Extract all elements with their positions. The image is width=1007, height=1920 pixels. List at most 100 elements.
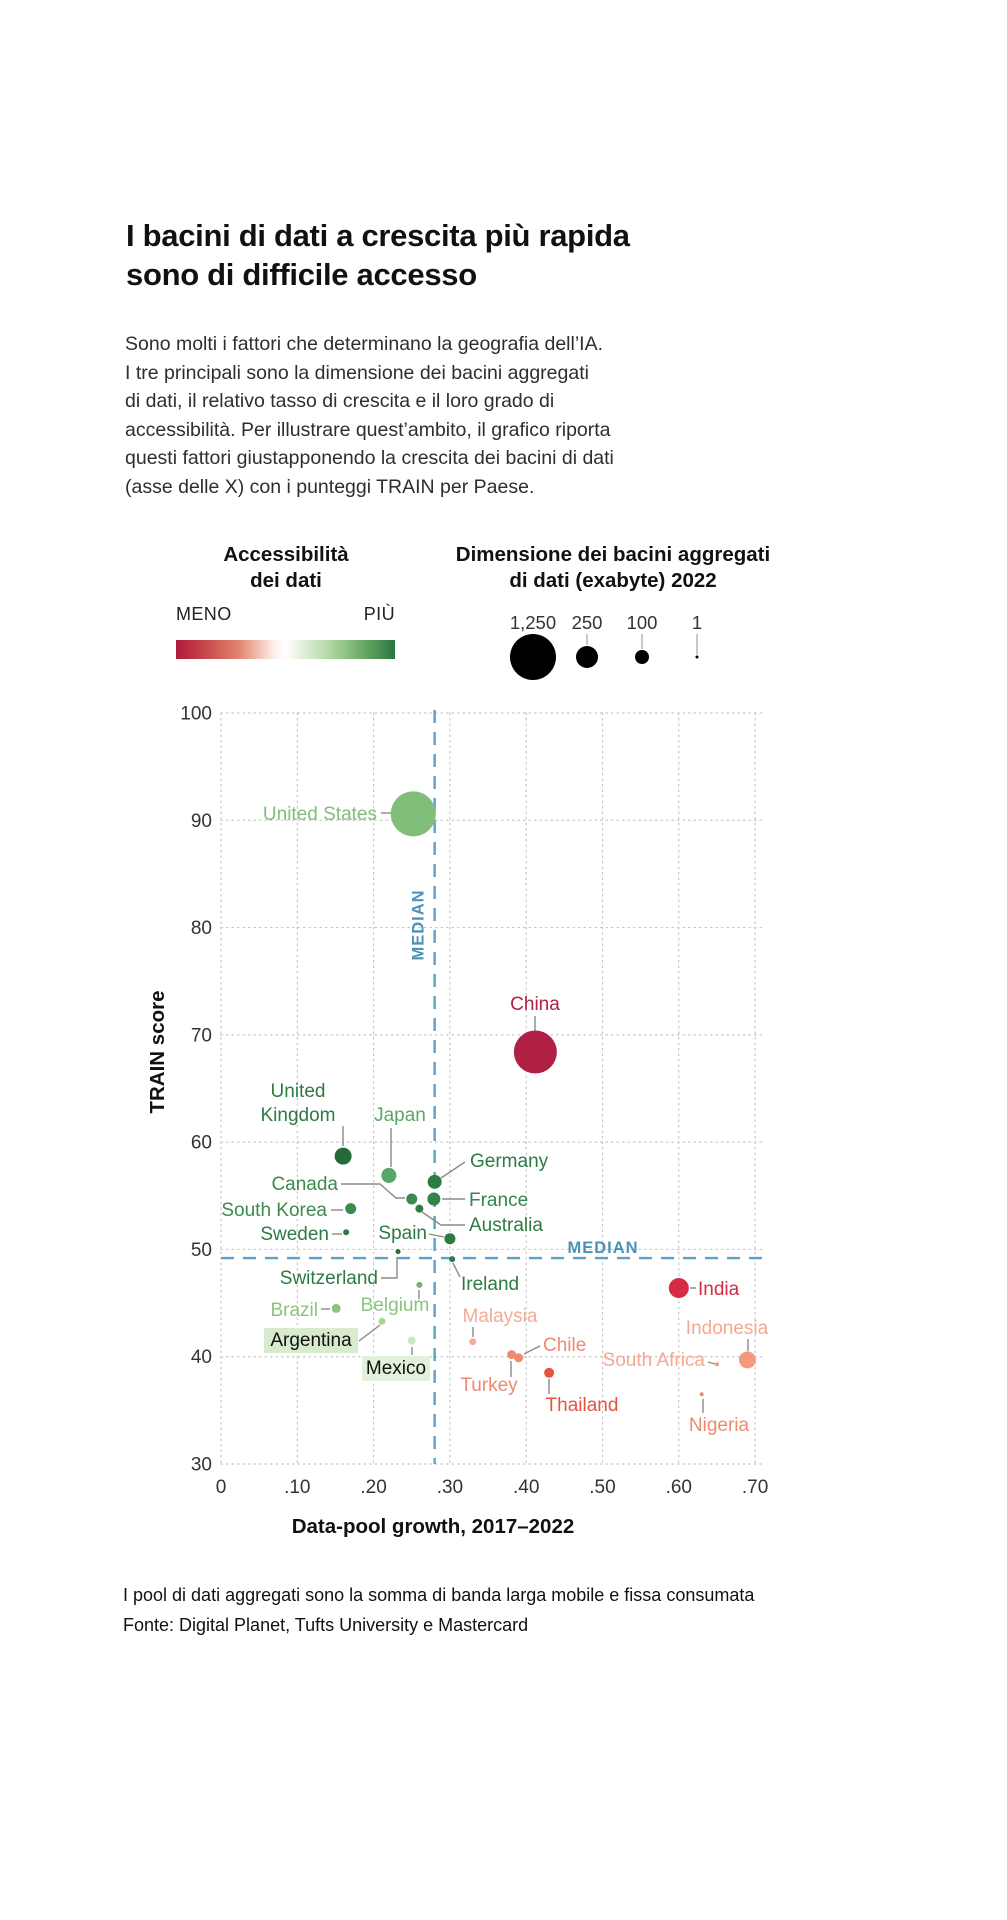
accessibility-scale-labels: MENO PIÙ — [176, 604, 395, 625]
y-tick-label: 40 — [191, 1347, 212, 1368]
point-label-china: China — [510, 994, 560, 1015]
point-united-kingdom — [334, 1147, 352, 1165]
point-label-thailand: Thailand — [546, 1395, 619, 1416]
point-label-malaysia: Malaysia — [463, 1306, 538, 1327]
point-south-africa — [714, 1362, 719, 1367]
accessibility-more-label: PIÙ — [363, 604, 395, 624]
y-tick-label: 80 — [191, 918, 212, 939]
point-label-united-states: United States — [263, 804, 377, 825]
page-title-line2: sono di difficile accesso — [126, 257, 477, 292]
point-malaysia — [469, 1338, 477, 1346]
size-legend-bubble — [695, 655, 699, 659]
leader-south-africa — [707, 1361, 716, 1365]
page-title: I bacini di dati a crescita più rapida s… — [126, 216, 630, 294]
point-sweden — [343, 1229, 350, 1236]
point-label-germany: Germany — [470, 1151, 549, 1172]
y-tick-label: 60 — [191, 1133, 212, 1154]
leader-spain — [428, 1233, 445, 1238]
size-legend-label: 250 — [572, 612, 603, 633]
point-label-brazil: Brazil — [270, 1300, 318, 1321]
point-indonesia — [738, 1351, 756, 1369]
size-legend-bubble — [635, 650, 649, 664]
median-label-vertical: MEDIAN — [410, 889, 428, 960]
size-legend-label: 1,250 — [510, 612, 556, 633]
point-label-australia: Australia — [469, 1215, 543, 1236]
point-label-canada: Canada — [271, 1174, 338, 1195]
leader-switzerland — [381, 1257, 398, 1279]
leader-chile — [523, 1345, 541, 1355]
leader-argentina — [358, 1324, 381, 1342]
legend-size-title-line2: di dati (exabyte) 2022 — [509, 569, 717, 592]
point-japan — [381, 1167, 397, 1183]
point-label-chile: Chile — [543, 1335, 586, 1356]
y-tick-label: 70 — [191, 1025, 212, 1046]
x-tick-label: .40 — [513, 1477, 539, 1498]
point-label-argentina: Argentina — [270, 1330, 352, 1351]
point-switzerland — [395, 1249, 401, 1255]
point-label-turkey: Turkey — [460, 1375, 518, 1396]
point-label-nigeria: Nigeria — [689, 1415, 750, 1436]
x-axis-title: Data-pool growth, 2017–2022 — [292, 1515, 575, 1538]
legend-size-title: Dimensione dei bacini aggregati di dati … — [440, 542, 786, 594]
point-label-spain: Spain — [378, 1223, 427, 1244]
point-label-united-kingdom: United — [271, 1081, 326, 1102]
point-belgium — [416, 1281, 423, 1288]
size-legend-label: 1 — [692, 612, 702, 633]
y-tick-label: 100 — [180, 704, 212, 725]
point-label-japan: Japan — [374, 1105, 426, 1126]
point-label-mexico: Mexico — [366, 1358, 426, 1379]
accessibility-less-label: MENO — [176, 604, 232, 624]
x-tick-label: .60 — [666, 1477, 692, 1498]
accessibility-gradient-bar — [176, 640, 395, 659]
point-south-korea — [345, 1203, 357, 1215]
x-tick-label: .30 — [437, 1477, 463, 1498]
label-box-argentina — [264, 1328, 358, 1353]
legend-size-title-line1: Dimensione dei bacini aggregati — [455, 543, 771, 566]
x-tick-label: .70 — [742, 1477, 768, 1498]
y-tick-label: 50 — [191, 1240, 212, 1261]
point-label-united-kingdom: Kingdom — [261, 1105, 336, 1126]
point-argentina — [378, 1317, 386, 1325]
footnote: I pool di dati aggregati sono la somma d… — [123, 1581, 754, 1640]
label-box-mexico — [362, 1356, 430, 1381]
point-label-switzerland: Switzerland — [280, 1268, 378, 1289]
legend-accessibility-title: Accessibilità dei dati — [166, 542, 406, 594]
point-label-sweden: Sweden — [260, 1224, 329, 1245]
point-spain — [444, 1233, 456, 1245]
point-thailand — [544, 1367, 555, 1378]
x-tick-label: 0 — [216, 1477, 227, 1498]
size-legend-bubble — [510, 634, 556, 680]
point-chile — [514, 1353, 524, 1363]
point-label-south-korea: South Korea — [221, 1200, 327, 1221]
point-india — [668, 1278, 689, 1299]
legend-accessibility-title-line2: dei dati — [250, 569, 322, 592]
page-title-line1: I bacini di dati a crescita più rapida — [126, 218, 630, 253]
size-legend-label: 100 — [627, 612, 658, 633]
y-tick-label: 30 — [191, 1455, 212, 1476]
intro-text: Sono molti i fattori che determinano la … — [125, 333, 614, 498]
point-france — [427, 1192, 441, 1206]
point-label-france: France — [469, 1190, 528, 1211]
leader-canada — [341, 1183, 405, 1199]
size-legend-bubble — [576, 646, 598, 668]
point-label-indonesia: Indonesia — [686, 1318, 769, 1339]
point-label-belgium: Belgium — [361, 1295, 430, 1316]
leader-ireland — [452, 1262, 461, 1278]
x-tick-label: .50 — [589, 1477, 615, 1498]
x-tick-label: .20 — [360, 1477, 386, 1498]
y-axis-title: TRAIN score — [146, 990, 169, 1113]
point-mexico — [407, 1336, 416, 1345]
median-label-horizontal: MEDIAN — [567, 1239, 638, 1257]
point-united-states — [390, 791, 436, 837]
point-germany — [427, 1174, 442, 1189]
legend-accessibility-title-line1: Accessibilità — [223, 543, 349, 566]
y-tick-label: 90 — [191, 811, 212, 832]
footnote-line2: Fonte: Digital Planet, Tufts University … — [123, 1614, 529, 1635]
x-tick-label: .10 — [284, 1477, 310, 1498]
point-turkey — [507, 1350, 517, 1360]
point-label-south-africa: South Africa — [603, 1350, 706, 1371]
point-ireland — [449, 1256, 456, 1263]
leader-australia — [421, 1211, 465, 1226]
point-australia — [415, 1204, 424, 1213]
